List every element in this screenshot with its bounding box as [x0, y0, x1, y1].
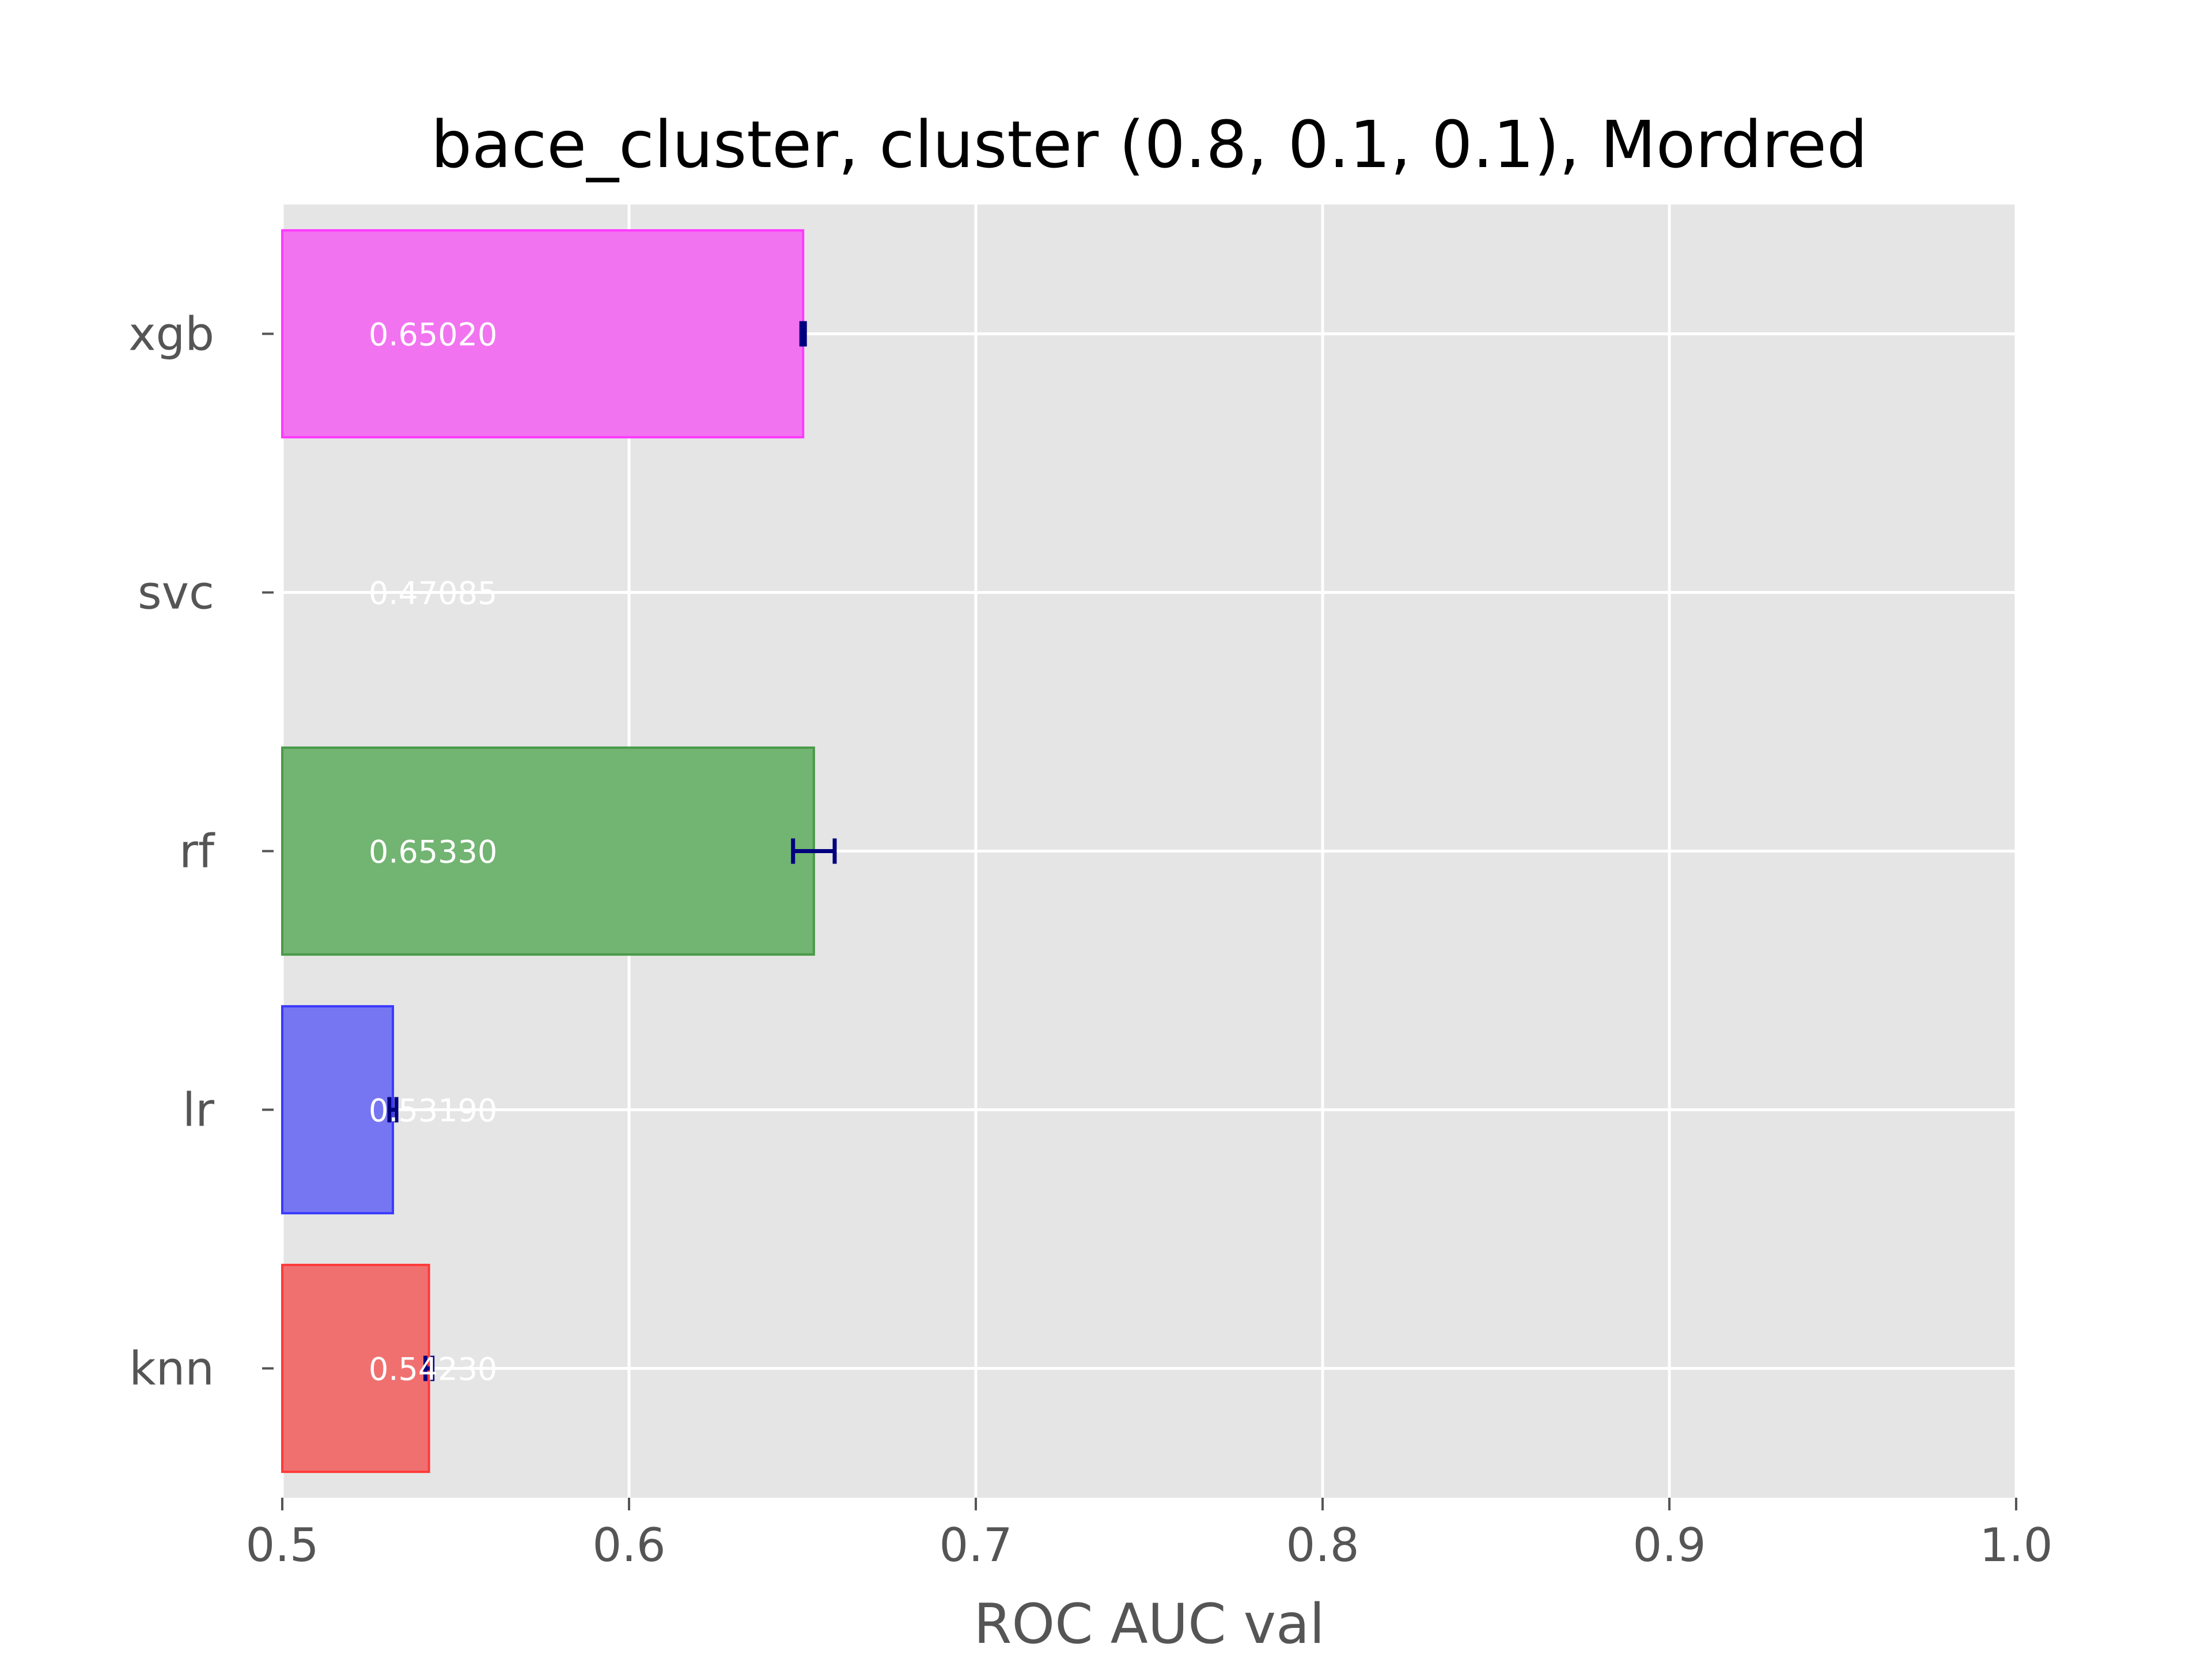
- value-labels: 0.54230 0.53190 0.65330 0.47085 0.65020: [369, 317, 497, 1388]
- bar-lr: [281, 1005, 395, 1215]
- x-axis-label: ROC AUC val: [974, 1593, 1324, 1656]
- bar-knn: [281, 1263, 430, 1474]
- y-tick-label-knn: knn: [129, 1342, 214, 1396]
- value-label-xgb: 0.65020: [369, 317, 497, 353]
- y-tick-label-xgb: xgb: [128, 308, 214, 361]
- x-axis: 0.5 0.6 0.7 0.8 0.9 1.0: [245, 1498, 2053, 1572]
- x-tick-label: 0.9: [1633, 1518, 1706, 1572]
- y-tick-label-rf: rf: [179, 825, 215, 878]
- x-tick-label: 0.7: [939, 1518, 1012, 1572]
- bars: [281, 229, 815, 1474]
- value-label-lr: 0.53190: [369, 1093, 497, 1129]
- y-tick-label-svc: svc: [138, 566, 214, 620]
- value-label-svc: 0.47085: [369, 575, 497, 612]
- value-label-knn: 0.54230: [369, 1351, 497, 1388]
- chart-title: bace_cluster, cluster (0.8, 0.1, 0.1), M…: [431, 108, 1868, 183]
- x-tick-label: 0.5: [245, 1518, 319, 1572]
- y-axis: knn lr rf svc xgb: [128, 308, 274, 1396]
- value-label-rf: 0.65330: [369, 834, 497, 870]
- y-tick-label-lr: lr: [183, 1084, 214, 1137]
- x-tick-label: 0.8: [1286, 1518, 1359, 1572]
- error-bars: [387, 321, 837, 1381]
- grid: [281, 204, 2018, 1498]
- x-tick-label: 0.6: [592, 1518, 665, 1572]
- bar-xgb: [281, 229, 805, 439]
- bar-rf: [281, 746, 815, 956]
- x-tick-label: 1.0: [1979, 1518, 2052, 1572]
